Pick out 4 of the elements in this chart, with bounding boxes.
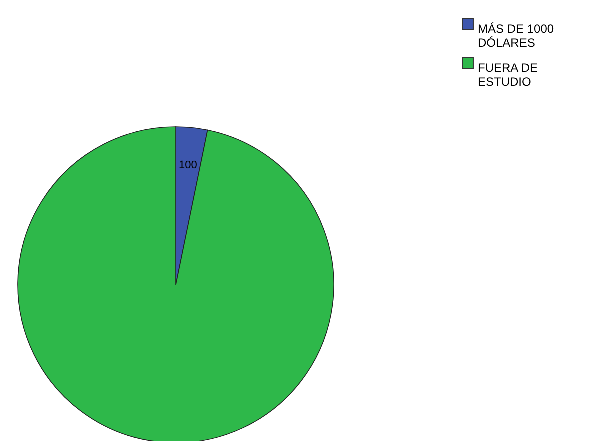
data-label: 100: [178, 160, 198, 172]
legend-label: MÁS DE 1000 DÓLARES: [478, 22, 554, 50]
pie-slice: [18, 126, 334, 441]
legend-label: FUERA DE ESTUDIO: [478, 61, 538, 89]
